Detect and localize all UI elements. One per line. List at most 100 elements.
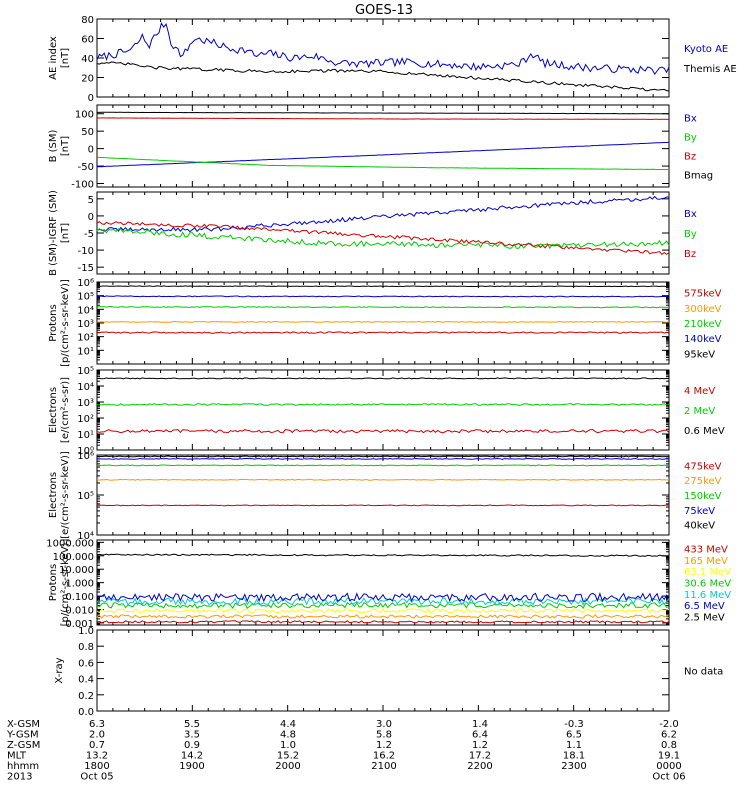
y-tick-label: 1.0 — [78, 626, 94, 637]
series-line-bx — [96, 141, 670, 168]
x-row-value: 4.4 — [280, 719, 296, 730]
x-row-value: 6.2 — [661, 730, 677, 741]
series-line-4-mev — [96, 428, 670, 434]
legend-entry: 210keV — [684, 319, 722, 330]
series-line-75kev — [97, 457, 670, 460]
y-tick-label: 50 — [81, 127, 94, 138]
legend-entry: Bx — [684, 209, 697, 220]
y-tick-label: 0.010 — [65, 605, 94, 616]
x-row-value: 18.1 — [563, 751, 585, 762]
x-row-value: 5.8 — [376, 730, 392, 741]
y-axis-label: [p/(cm²-s-sr-keV)] — [60, 539, 71, 627]
y-tick-label: 0.001 — [65, 619, 94, 630]
y-tick-label: 0.4 — [78, 675, 94, 686]
x-row-value: -2.0 — [659, 719, 679, 730]
series-line-bmag — [97, 111, 669, 115]
x-row-value: 2300 — [561, 761, 586, 772]
x-row-value: 17.2 — [469, 751, 491, 762]
x-row-value: 1800 — [84, 761, 109, 772]
series-line-bx — [96, 195, 669, 233]
x-row-value: Oct 05 — [80, 772, 113, 783]
panel-frame — [96, 18, 670, 98]
y-tick-label: 10⁴ — [77, 305, 94, 316]
series-line-2-5-mev — [96, 553, 669, 557]
x-row-value: 13.2 — [86, 751, 108, 762]
y-tick-label: 10⁴ — [77, 382, 94, 393]
y-tick-label: 10² — [77, 414, 94, 425]
y-axis-label: Electrons — [48, 472, 59, 518]
x-row-value: 1900 — [179, 761, 204, 772]
y-tick-label: 10⁵ — [77, 491, 94, 502]
y-tick-label: 100.000 — [53, 552, 94, 563]
panel-electrons_mev: 10⁰ 10¹ 10² 10³ 10⁴ 10⁵ Electrons [e/(cm²-s-sr)… — [48, 366, 725, 457]
y-tick-label: 0.6 — [78, 658, 94, 669]
y-tick-label: 10⁶ — [77, 451, 94, 462]
legend-entry: Kyoto AE — [684, 44, 728, 55]
series-line-210kev — [96, 305, 669, 309]
panel-electrons_kev: 10⁴ 10⁵ 10⁶ Electrons [e/(cm²-s-sr-keV)] 475k… — [48, 451, 722, 542]
panel-protons_mev: 0.001 0.010 0.100 1.000 10.000 100.000 1000.00… — [46, 538, 731, 630]
y-tick-label: 60 — [81, 35, 94, 46]
series-line-165-mev — [96, 614, 670, 619]
figure-title: GOES-13 — [355, 3, 413, 18]
y-axis-label: Protons — [48, 304, 59, 341]
y-tick-label: 80 — [81, 15, 94, 26]
legend-entry: Themis AE — [683, 64, 737, 75]
x-row-label: MLT — [7, 751, 27, 762]
y-tick-label: 0 — [88, 145, 94, 156]
legend-entry: Bz — [684, 249, 696, 260]
series-line-bz — [96, 220, 670, 256]
x-row-value: 3.5 — [184, 730, 200, 741]
y-tick-label: -5 — [84, 229, 94, 240]
y-tick-label: 10³ — [77, 319, 94, 330]
y-axis-label: Protons — [48, 564, 59, 601]
x-row-value: 6.5 — [566, 730, 582, 741]
x-row-value: 16.2 — [373, 751, 395, 762]
x-row-value: Oct 06 — [652, 772, 685, 783]
legend-entry: 63.1 MeV — [684, 567, 731, 578]
y-tick-label: 1000.000 — [46, 538, 94, 549]
x-row-label: Y-GSM — [6, 730, 39, 741]
series-line-40kev — [96, 455, 670, 458]
y-axis-label: [e/(cm²-s-sr)] — [60, 377, 71, 443]
series-line-275kev — [96, 478, 670, 481]
x-row-value: 0000 — [656, 761, 681, 772]
series-line-300kev — [96, 320, 670, 323]
legend-entry: 433 MeV — [684, 545, 728, 556]
legend-entry: 275keV — [684, 476, 722, 487]
y-tick-label: 10¹ — [77, 430, 94, 441]
x-row-label: Z-GSM — [7, 740, 40, 751]
x-row-value: 3.0 — [376, 719, 392, 730]
y-tick-label: -50 — [78, 162, 94, 173]
y-tick-label: 0.2 — [78, 691, 94, 702]
y-tick-label: 0.100 — [65, 592, 94, 603]
panel-bsm: -100 -50 0 50 100 B (SM) [nT] Bx By Bz Bmag — [48, 104, 713, 191]
legend-entry: 140keV — [684, 334, 722, 345]
legend-entry: 475keV — [684, 461, 722, 472]
series-line-themis-ae — [96, 61, 670, 92]
y-axis-label: B (SM)-IGRF (SM) — [48, 190, 59, 276]
y-tick-label: 0 — [88, 212, 94, 223]
legend-entry: 150keV — [684, 491, 722, 502]
legend-entry: 95keV — [684, 349, 715, 360]
x-row-value: 1.2 — [376, 740, 392, 751]
x-row-value: 6.3 — [89, 719, 105, 730]
panel-frame — [96, 629, 670, 712]
panel-protons_low: 10¹ 10² 10³ 10⁴ 10⁵ 10⁶ Protons [p/(cm²-s-sr-ke… — [48, 278, 722, 367]
legend-entry: 2 MeV — [684, 406, 715, 417]
x-row-value: 2.0 — [89, 730, 105, 741]
legend-entry: By — [684, 229, 697, 240]
x-row-value: 4.8 — [280, 730, 296, 741]
series-line-433-mev — [96, 620, 670, 624]
legend-entry: 6.5 MeV — [684, 601, 725, 612]
x-row-value: 14.2 — [181, 751, 203, 762]
y-axis-label: [nT] — [60, 223, 71, 243]
x-row-label: 2013 — [7, 772, 32, 783]
series-line-by — [97, 156, 670, 171]
y-tick-label: 100 — [75, 110, 94, 121]
series-line-140kev — [96, 295, 670, 298]
series-line-0-6-mev — [96, 377, 670, 380]
panel-bigrf: -15 -10 -5 0 5 B (SM)-IGRF (SM) [nT] Bx By Bz — [48, 190, 697, 276]
